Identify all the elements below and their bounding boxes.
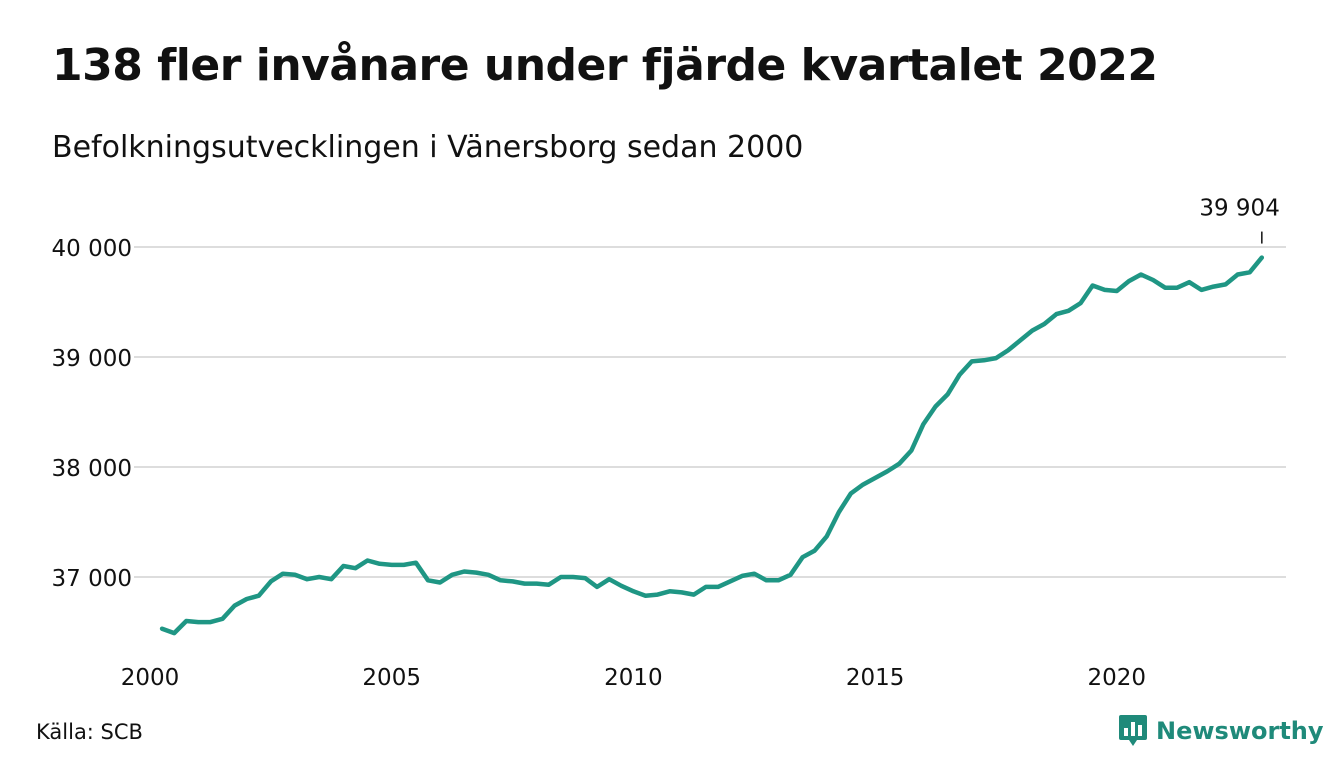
x-tick-label: 2015 [846,665,905,691]
bar-chart-speech-bubble-icon [1119,715,1147,746]
newsworthy-logo[interactable]: Newsworthy [1118,714,1324,748]
brand-name: Newsworthy [1156,717,1324,745]
annotation-label: 39 904 [1199,196,1279,222]
y-tick-label: 40 000 [52,236,132,262]
x-tick-label: 2010 [604,665,663,691]
gridlines [134,246,1286,578]
x-axis-ticks: 2000 2005 2010 2015 2020 [121,665,1146,691]
y-tick-label: 39 000 [52,346,132,372]
x-tick-label: 2005 [362,665,421,691]
y-tick-label: 38 000 [52,456,132,482]
chart-title: 138 fler invånare under fjärde kvartalet… [52,40,1158,91]
y-axis-ticks: 37 000 38 000 39 000 40 000 [52,236,132,592]
x-tick-label: 2020 [1088,665,1147,691]
annotations: 39 904 [1199,196,1280,244]
source-note: Källa: SCB [36,720,143,744]
series-layer [159,255,1265,636]
chart-subtitle: Befolkningsutvecklingen i Vänersborg sed… [52,130,804,165]
x-tick-label: 2000 [121,665,180,691]
series-line [159,255,1265,636]
y-tick-label: 37 000 [52,566,132,592]
